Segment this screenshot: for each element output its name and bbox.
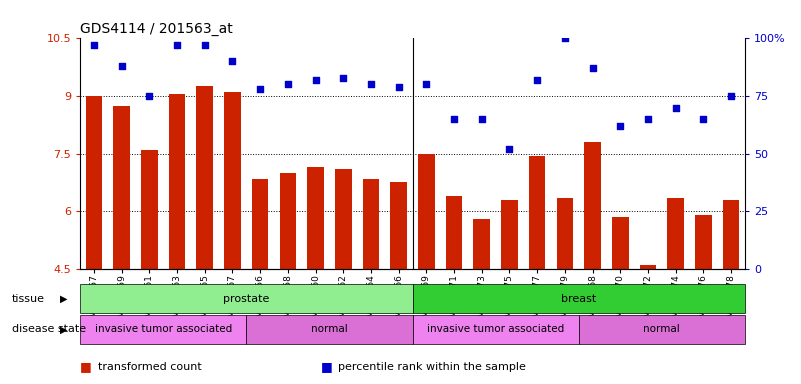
Point bbox=[309, 77, 322, 83]
Bar bbox=[363, 179, 380, 269]
Text: breast: breast bbox=[561, 293, 597, 304]
Point bbox=[392, 84, 405, 90]
Text: disease state: disease state bbox=[12, 324, 87, 334]
Point bbox=[115, 63, 128, 69]
Point bbox=[281, 81, 294, 88]
Point bbox=[226, 58, 239, 65]
Bar bbox=[695, 215, 711, 269]
Text: invasive tumor associated: invasive tumor associated bbox=[427, 324, 564, 334]
Text: tissue: tissue bbox=[12, 293, 45, 304]
Bar bbox=[141, 150, 158, 269]
Point bbox=[614, 123, 626, 129]
Bar bbox=[473, 219, 490, 269]
Point bbox=[420, 81, 433, 88]
Bar bbox=[612, 217, 629, 269]
Bar bbox=[445, 196, 462, 269]
Text: percentile rank within the sample: percentile rank within the sample bbox=[338, 362, 526, 372]
Bar bbox=[252, 179, 268, 269]
Point bbox=[143, 93, 155, 99]
Bar bbox=[196, 86, 213, 269]
Bar bbox=[418, 154, 435, 269]
Bar bbox=[247, 315, 413, 344]
Bar bbox=[640, 265, 656, 269]
Point bbox=[642, 116, 654, 122]
Point bbox=[558, 35, 571, 41]
Bar bbox=[579, 315, 745, 344]
Point bbox=[725, 93, 738, 99]
Bar bbox=[413, 284, 745, 313]
Bar bbox=[501, 200, 517, 269]
Text: transformed count: transformed count bbox=[98, 362, 202, 372]
Bar bbox=[557, 198, 574, 269]
Text: ■: ■ bbox=[80, 360, 92, 373]
Bar bbox=[169, 94, 185, 269]
Point bbox=[503, 146, 516, 152]
Bar bbox=[723, 200, 739, 269]
Bar bbox=[335, 169, 352, 269]
Text: ▶: ▶ bbox=[60, 293, 67, 304]
Bar bbox=[224, 92, 241, 269]
Point bbox=[448, 116, 461, 122]
Bar bbox=[390, 182, 407, 269]
Point bbox=[531, 77, 544, 83]
Bar bbox=[667, 198, 684, 269]
Point bbox=[586, 65, 599, 71]
Bar bbox=[114, 106, 130, 269]
Text: GDS4114 / 201563_at: GDS4114 / 201563_at bbox=[80, 22, 233, 36]
Text: prostate: prostate bbox=[223, 293, 269, 304]
Point bbox=[254, 86, 267, 92]
Bar bbox=[80, 284, 413, 313]
Bar bbox=[529, 156, 545, 269]
Point bbox=[87, 42, 100, 48]
Point bbox=[337, 74, 350, 81]
Bar bbox=[280, 173, 296, 269]
Text: invasive tumor associated: invasive tumor associated bbox=[95, 324, 231, 334]
Point bbox=[697, 116, 710, 122]
Text: normal: normal bbox=[643, 324, 680, 334]
Point bbox=[171, 42, 183, 48]
Text: ■: ■ bbox=[320, 360, 332, 373]
Bar bbox=[308, 167, 324, 269]
Point bbox=[199, 42, 211, 48]
Point bbox=[364, 81, 377, 88]
Bar bbox=[584, 142, 601, 269]
Text: ▶: ▶ bbox=[60, 324, 67, 334]
Bar bbox=[413, 315, 579, 344]
Text: normal: normal bbox=[311, 324, 348, 334]
Bar bbox=[80, 315, 247, 344]
Point bbox=[475, 116, 488, 122]
Bar bbox=[86, 96, 103, 269]
Point bbox=[670, 104, 682, 111]
